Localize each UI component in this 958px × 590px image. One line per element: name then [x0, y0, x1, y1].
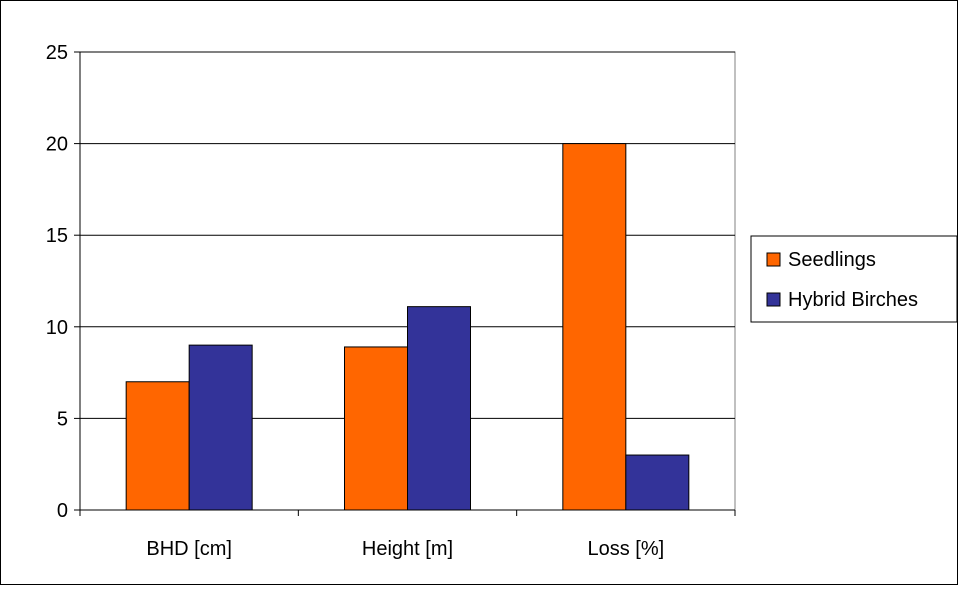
bar-seedlings — [562, 143, 627, 511]
legend-swatch — [766, 292, 781, 307]
legend-label: Hybrid Birches — [788, 289, 918, 311]
y-tick-label: 0 — [57, 500, 68, 522]
legend-box — [750, 235, 958, 323]
axes — [74, 51, 736, 516]
x-tick-labels: BHD [cm] Height [m] Loss [%] — [146, 538, 664, 560]
x-tick-label: Loss [%] — [587, 538, 664, 560]
y-tick-labels: 0 5 10 15 20 25 — [46, 42, 68, 522]
bar-hybrid-birches — [407, 306, 471, 511]
y-tick-label: 15 — [46, 225, 68, 247]
y-tick-label: 10 — [46, 317, 68, 339]
x-tick-label: BHD [cm] — [146, 538, 232, 560]
y-tick-label: 25 — [46, 42, 68, 64]
x-tick-label: Height [m] — [362, 538, 453, 560]
legend-swatch — [766, 252, 781, 267]
bar-hybrid-birches — [625, 454, 690, 511]
bar-hybrid-birches — [188, 344, 253, 511]
y-tick-label: 20 — [46, 134, 68, 156]
bars — [125, 143, 690, 511]
legend-label: Seedlings — [788, 249, 876, 271]
y-tick-label: 5 — [57, 408, 68, 430]
legend: Seedlings Hybrid Birches — [750, 235, 958, 323]
bar-seedlings — [344, 346, 408, 511]
bar-seedlings — [125, 381, 190, 511]
